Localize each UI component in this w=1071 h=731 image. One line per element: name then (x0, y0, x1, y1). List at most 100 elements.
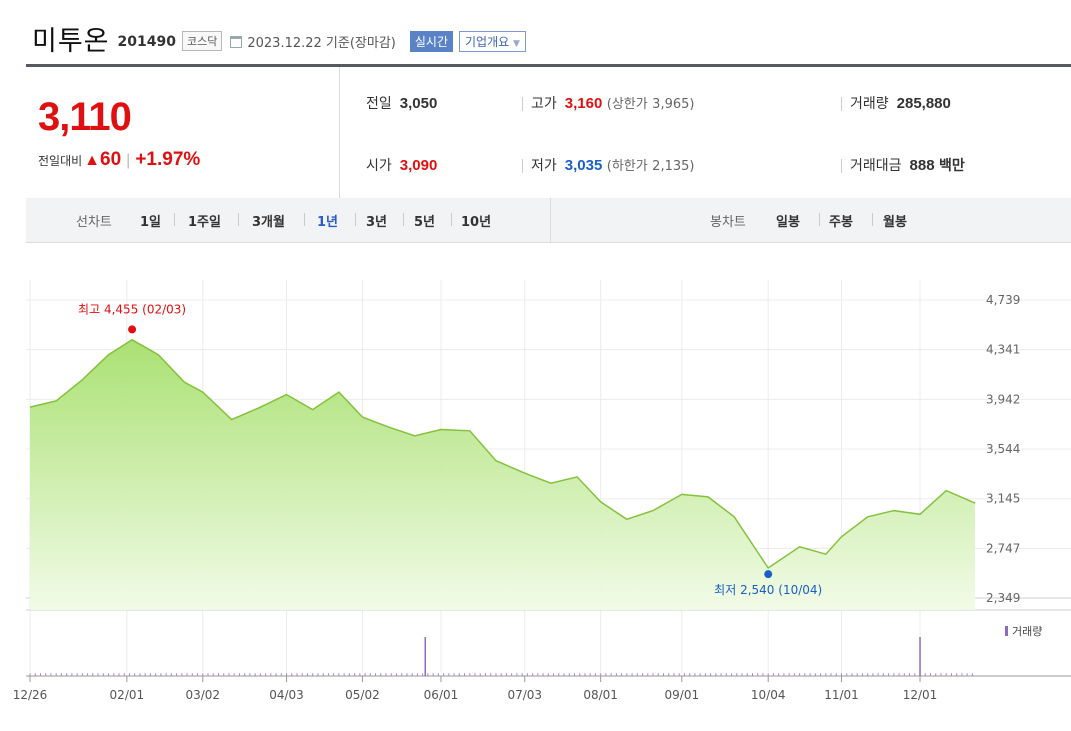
price-line (29, 338, 976, 570)
stock-code: 201490 (117, 34, 176, 50)
volume-label: 거래량 (850, 96, 889, 112)
divider (819, 213, 820, 226)
upper-limit-value: 3,965) (652, 97, 695, 112)
y-axis-labels: 4,739 4,341 3,942 3,544 3,145 2,747 2,349 (986, 293, 1020, 605)
y-tick-label: 3,544 (986, 442, 1020, 456)
x-tick-label: 10/04 (751, 688, 786, 702)
divider (550, 198, 551, 242)
candle-weekly[interactable]: 주봉 (829, 215, 853, 230)
divider (841, 97, 842, 111)
quote-panel: 3,110 전일대비 ▲60 | +1.97% 전일 3,050 고가 3,160 (상한… (26, 64, 1071, 200)
price-change: 전일대비 ▲60 | +1.97% (38, 149, 200, 171)
realtime-button[interactable]: 실시간 (409, 30, 453, 52)
period-1d[interactable]: 1일 (140, 215, 162, 230)
x-tick-label: 05/02 (345, 688, 380, 702)
company-info-label: 기업개요 (465, 34, 510, 49)
y-tick-label: 3,942 (986, 392, 1020, 406)
period-10y[interactable]: 10년 (461, 215, 492, 230)
x-tick-label: 06/01 (424, 688, 459, 702)
divider (872, 213, 873, 226)
prev-close-value: 3,050 (399, 95, 438, 112)
market-badge: 코스닥 (181, 31, 223, 51)
prev-close-label: 전일 (366, 96, 392, 112)
trade-amount: 거래대금 888 백만 (850, 155, 965, 175)
low-marker (764, 570, 773, 579)
current-price: 3,110 (38, 95, 132, 139)
period-3y[interactable]: 3년 (366, 215, 388, 230)
change-percent: +1.97% (135, 149, 201, 170)
x-tick-label: 09/01 (665, 688, 700, 702)
period-5y[interactable]: 5년 (414, 215, 436, 230)
open-price: 시가 3,090 (366, 155, 437, 175)
high-label: 고가 (531, 96, 557, 112)
x-tick-label: 03/02 (185, 688, 220, 702)
period-1y[interactable]: 1년 (317, 215, 339, 230)
high-price: 고가 3,160 (상한가 3,965) (531, 93, 694, 113)
x-tick-label: 12/26 (13, 688, 48, 702)
low-price: 저가 3,035 (하한가 2,135) (531, 155, 694, 175)
high-value: 3,160 (564, 95, 603, 112)
period-3m[interactable]: 3개월 (252, 215, 285, 230)
low-label: 저가 (531, 158, 557, 174)
divider: | (126, 152, 131, 169)
x-tick-label: 02/01 (110, 688, 145, 702)
divider (174, 213, 175, 226)
calendar-icon (230, 36, 243, 48)
chart-grid (26, 280, 1071, 677)
x-tick-label: 08/01 (583, 688, 618, 702)
company-info-dropdown[interactable]: 기업개요 ▼ (459, 30, 526, 52)
y-tick-label: 3,145 (986, 492, 1020, 506)
x-tick-label: 11/01 (824, 688, 859, 702)
divider (451, 213, 452, 226)
x-tick-label: 04/03 (269, 688, 304, 702)
amount-unit: 백만 (939, 158, 965, 174)
x-tick-label: 07/03 (507, 688, 542, 702)
y-tick-label: 2,747 (986, 541, 1020, 555)
stock-header: 미투온 201490 코스닥 2023.12.22 기준(장마감) 실시간 기업… (32, 20, 526, 57)
y-tick-label: 4,341 (986, 343, 1020, 357)
candle-monthly[interactable]: 월봉 (883, 215, 907, 230)
divider (304, 213, 305, 226)
stock-name: 미투온 (32, 25, 110, 57)
change-label: 전일대비 (38, 154, 83, 168)
open-label: 시가 (366, 158, 392, 174)
x-tick-label: 12/01 (903, 688, 938, 702)
lower-limit-label: (하한가 (606, 159, 648, 174)
volume-legend: 거래량 (1012, 625, 1042, 638)
candle-daily[interactable]: 일봉 (776, 215, 800, 230)
open-value: 3,090 (399, 157, 438, 174)
change-diff: 60 (100, 149, 122, 170)
divider (238, 213, 239, 226)
divider (841, 159, 842, 173)
amount-value: 888 (909, 157, 935, 174)
volume-legend-mark (1005, 626, 1008, 636)
divider (522, 159, 523, 173)
divider (355, 213, 356, 226)
period-bar: 선차트 1일 1주일 3개월 1년 3년 5년 10년 봉차트 일봉 주봉 월봉 (26, 198, 1071, 243)
period-1w[interactable]: 1주일 (188, 215, 221, 230)
price-box: 3,110 전일대비 ▲60 | +1.97% (26, 67, 340, 199)
volume-value: 285,880 (896, 95, 951, 112)
prev-close: 전일 3,050 (366, 93, 437, 113)
divider (403, 213, 404, 226)
price-area (30, 339, 975, 610)
y-tick-label: 2,349 (986, 591, 1020, 605)
line-chart-title: 선차트 (76, 215, 112, 230)
chevron-down-icon: ▼ (513, 38, 520, 49)
low-value: 3,035 (564, 157, 603, 174)
high-annotation: 최고 4,455 (02/03) (78, 302, 186, 316)
upper-limit-label: (상한가 (606, 97, 648, 112)
amount-label: 거래대금 (850, 158, 902, 174)
base-date: 2023.12.22 기준(장마감) (247, 36, 396, 51)
divider (522, 97, 523, 111)
volume-bars (29, 637, 973, 676)
up-triangle-icon: ▲ (84, 152, 101, 169)
lower-limit-value: 2,135) (652, 159, 695, 174)
y-tick-label: 4,739 (986, 293, 1020, 307)
low-annotation: 최저 2,540 (10/04) (714, 583, 822, 597)
volume: 거래량 285,880 (850, 93, 951, 113)
annotations: 최고 4,455 (02/03) 최저 2,540 (10/04) (78, 302, 822, 597)
candle-chart-title: 봉차트 (710, 215, 746, 230)
high-marker (128, 325, 137, 334)
x-axis-labels: 12/26 02/01 03/02 04/03 05/02 06/01 07/03 08/01… (13, 676, 938, 702)
